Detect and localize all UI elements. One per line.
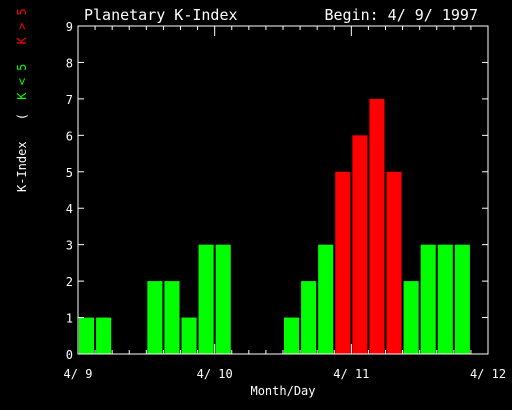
- y-tick-label: 4: [66, 202, 73, 216]
- y-tick-label: 3: [66, 239, 73, 253]
- bar: [352, 135, 368, 354]
- y-tick-label: 1: [66, 312, 73, 326]
- bar: [335, 171, 351, 354]
- y-axis: 0 1 2 3 4 5 6 7 8 9: [66, 20, 488, 362]
- bar: [215, 244, 231, 354]
- bar: [318, 244, 334, 354]
- x-axis: 4/ 9 4/ 10 4/ 11 4/ 12: [64, 26, 506, 381]
- bar: [301, 281, 317, 354]
- y-tick-label: 8: [66, 56, 73, 70]
- bar: [147, 281, 163, 354]
- x-axis-label: Month/Day: [250, 384, 315, 398]
- y-tick-label: 6: [66, 129, 73, 143]
- x-tick-label: 4/ 12: [470, 367, 506, 381]
- bar: [420, 244, 436, 354]
- chart-subtitle: Begin: 4/ 9/ 1997: [324, 6, 478, 24]
- bar: [369, 98, 385, 354]
- bar: [386, 171, 402, 354]
- x-tick-label: 4/ 10: [197, 367, 233, 381]
- x-tick-label: 4/ 11: [333, 367, 369, 381]
- y-axis-label-red: K > 5: [15, 8, 29, 44]
- y-axis-label: K-Index ( K < 5 K > 5: [15, 8, 29, 192]
- x-tick-label: 4/ 9: [64, 367, 93, 381]
- y-tick-label: 7: [66, 93, 73, 107]
- chart-title: Planetary K-Index: [84, 6, 238, 24]
- bar: [198, 244, 214, 354]
- y-axis-label-green: K < 5: [15, 64, 29, 100]
- bar: [454, 244, 470, 354]
- y-tick-label: 9: [66, 20, 73, 34]
- y-tick-label: 5: [66, 166, 73, 180]
- bars-group: [79, 98, 470, 354]
- bar: [403, 281, 419, 354]
- bar: [79, 317, 95, 354]
- bar: [181, 317, 197, 354]
- y-axis-label-paren: (: [15, 113, 29, 120]
- y-tick-label: 0: [66, 348, 73, 362]
- bar: [284, 317, 300, 354]
- bar: [164, 281, 180, 354]
- y-tick-label: 2: [66, 275, 73, 289]
- bar: [437, 244, 453, 354]
- y-axis-label-main: K-Index: [15, 141, 29, 192]
- bar: [96, 317, 112, 354]
